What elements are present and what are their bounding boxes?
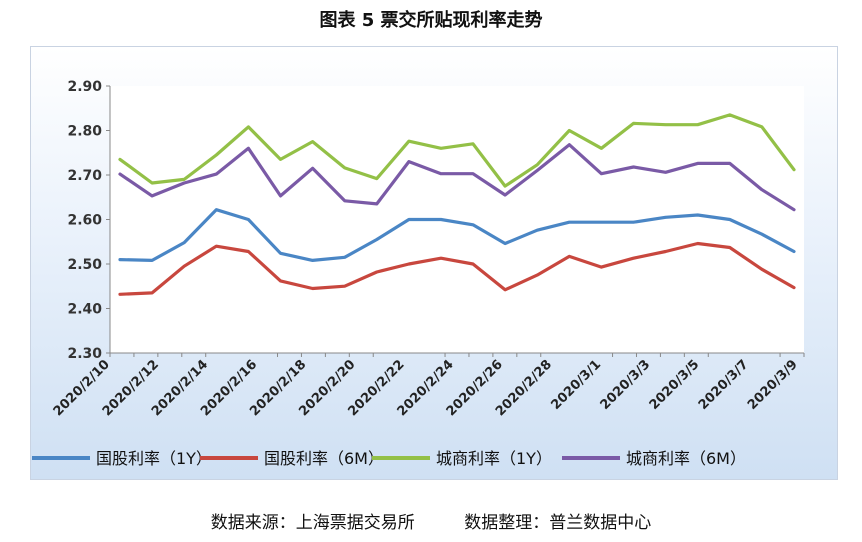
legend-label-2: 国股利率（6M） — [264, 449, 384, 468]
series-line-4 — [118, 143, 796, 212]
x-tick-label: 2020/3/9 — [745, 357, 801, 413]
legend-label-1: 国股利率（1Y） — [96, 449, 212, 468]
y-tick-label: 2.50 — [67, 257, 102, 273]
series-line-1 — [118, 208, 796, 262]
y-tick-label: 2.30 — [67, 346, 102, 362]
y-tick-label: 2.90 — [67, 79, 102, 95]
x-tick-label: 2020/3/1 — [548, 357, 604, 413]
legend-label-4: 城商利率（6M） — [626, 449, 746, 468]
x-tick-label: 2020/3/5 — [647, 357, 703, 413]
x-tick-label: 2020/3/7 — [696, 357, 752, 413]
line-chart: 2.902.802.702.602.502.402.302020/2/10202… — [32, 79, 805, 468]
source-note: 数据来源：上海票据交易所 — [210, 513, 415, 533]
footer: 数据来源：上海票据交易所 数据整理：普兰数据中心 — [0, 508, 862, 533]
y-tick-label: 2.40 — [67, 302, 102, 318]
x-tick-label: 2020/3/3 — [598, 357, 654, 413]
plot-background — [110, 86, 804, 353]
legend-label-3: 城商利率（1Y） — [436, 449, 552, 468]
series-line-2 — [118, 241, 796, 296]
y-tick-label: 2.80 — [67, 124, 102, 140]
legend: 国股利率（1Y） 国股利率（6M） 城商利率（1Y） 城商利率（6M） — [32, 449, 746, 468]
y-tick-label: 2.70 — [67, 168, 102, 184]
compiler-note: 数据整理：普兰数据中心 — [464, 513, 652, 533]
y-tick-label: 2.60 — [67, 213, 102, 229]
chart-title: 图表 5 票交所贴现利率走势 — [319, 10, 543, 31]
series-line-3 — [118, 113, 796, 188]
